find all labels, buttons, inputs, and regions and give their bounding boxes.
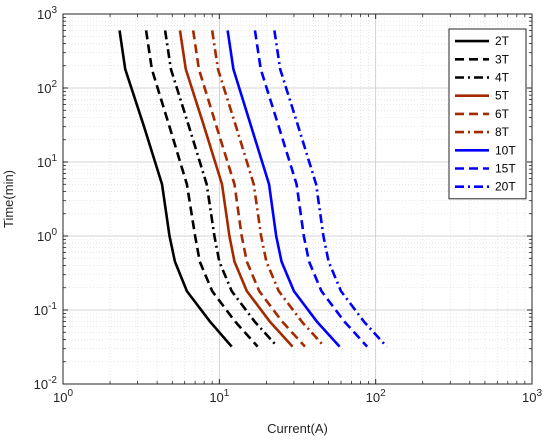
series-line-4 xyxy=(191,30,306,348)
x-tick-label: 102 xyxy=(366,388,386,405)
y-axis-title: Time(min) xyxy=(1,170,16,228)
series-line-3 xyxy=(178,30,294,348)
series-line-5 xyxy=(210,30,326,348)
series-line-8 xyxy=(273,30,388,348)
series-line-6 xyxy=(226,30,341,348)
x-tick-label: 103 xyxy=(522,388,542,405)
series-line-1 xyxy=(144,30,259,348)
series-lines xyxy=(118,30,388,348)
legend-label: 3T xyxy=(495,52,510,66)
x-tick-label: 101 xyxy=(209,388,229,405)
tick-labels: 100 101 102 103 10-2 10-1 100 101 102 103 xyxy=(34,5,543,405)
series-line-0 xyxy=(118,30,233,348)
axis-ticks xyxy=(62,13,533,385)
legend-label: 15T xyxy=(495,162,516,176)
legend-label: 4T xyxy=(495,71,510,85)
plot-area-frame xyxy=(62,13,533,385)
legend-label: 5T xyxy=(495,89,510,103)
y-tick-label: 100 xyxy=(37,227,57,244)
legend-label: 2T xyxy=(495,34,510,48)
series-line-7 xyxy=(253,30,369,348)
x-tick-label: 100 xyxy=(53,388,73,405)
y-tick-label: 101 xyxy=(37,153,57,170)
legend-label: 8T xyxy=(495,125,510,139)
y-tick-label: 103 xyxy=(37,5,57,22)
legend-label: 10T xyxy=(495,143,516,157)
y-tick-label: 10-2 xyxy=(34,375,58,392)
legend-label: 20T xyxy=(495,180,516,194)
y-tick-label: 10-1 xyxy=(34,301,58,318)
series-line-2 xyxy=(163,30,279,348)
legend: 2T 3T 4T 5T 6T 8T 10T 15T 20T xyxy=(448,28,527,200)
y-tick-label: 102 xyxy=(37,79,57,96)
x-axis-title: Current(A) xyxy=(267,421,328,436)
legend-label: 6T xyxy=(495,107,510,121)
